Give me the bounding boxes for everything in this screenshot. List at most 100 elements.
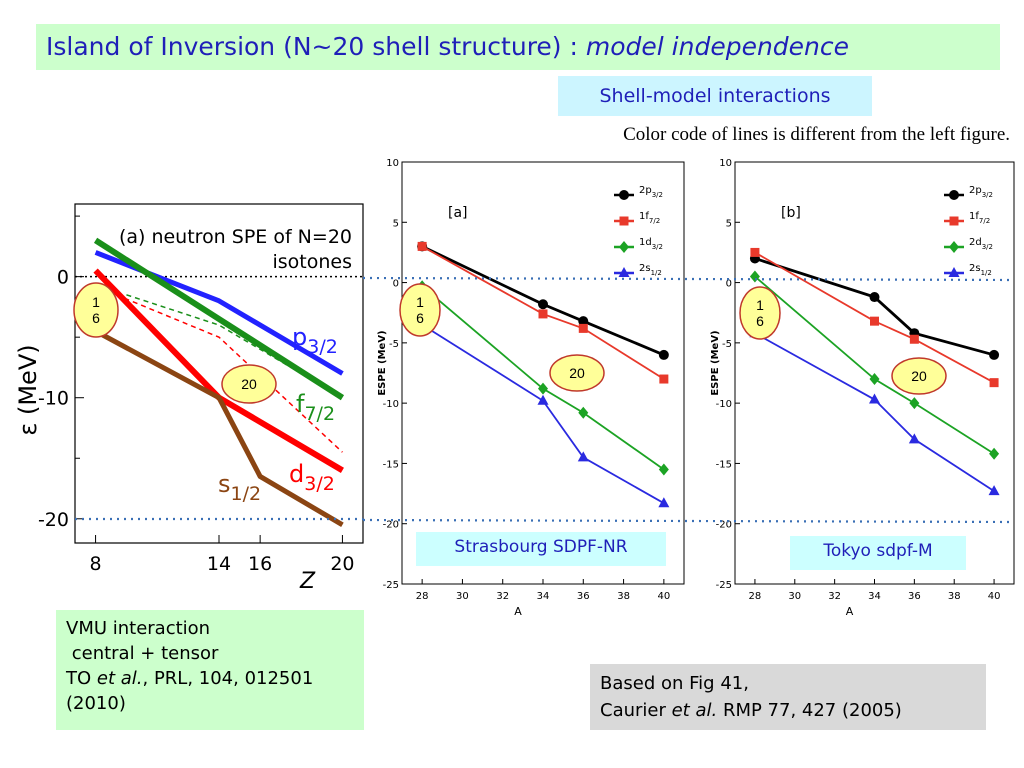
based-line-2: Caurier et al. RMP 77, 427 (2005): [600, 697, 976, 724]
chart-b2-ytick-label: -15: [716, 459, 732, 470]
chart-b2-xlabel: A: [846, 605, 854, 618]
chart-b1-marker: [538, 299, 548, 310]
chart-a: 8 14 16 20 0 -10 -20 Zε (MeV) (a) neutron SPE of…: [14, 203, 364, 594]
chart-b2-marker: [870, 316, 879, 326]
chart-b1-xlabel: A: [514, 605, 522, 618]
chart-b1-marker: [658, 497, 670, 508]
chart-b2-series-2d3-2: [754, 275, 995, 455]
chart-b2-xtick-label: 34: [868, 591, 881, 602]
oval-20-b-shape: [891, 357, 947, 395]
chart-a-ytick-label: -10: [38, 388, 69, 410]
chart-b1-marker: [578, 316, 589, 327]
chart-b2-ytick-label: -25: [716, 580, 732, 591]
oval-16-b: 16: [739, 286, 781, 340]
oval-16-b-text: 6: [756, 313, 764, 329]
chart-b2-xtick-label: 38: [948, 591, 961, 602]
chart-b2-ytick-label: 0: [726, 279, 732, 290]
oval-20-a-text: 20: [569, 365, 585, 381]
chart-b1-xtick-label: 38: [617, 591, 630, 602]
based-et-al: et al.: [671, 700, 718, 721]
chart-b2-marker: [750, 247, 760, 257]
oval-16-a-text: 6: [416, 310, 424, 326]
chart-a-title-2: isotones: [272, 251, 352, 273]
chart-b2-panel-label: [b]: [781, 205, 801, 221]
oval-20-a-shape: [549, 354, 605, 392]
oval-20-b-text: 20: [911, 368, 927, 384]
based-line-1: Based on Fig 41,: [600, 673, 749, 694]
chart-b1-xtick-label: 36: [577, 591, 590, 602]
chart-a-series-label-sub: 3/2: [304, 473, 335, 495]
chart-b1-legend-label-sub: 7/2: [649, 217, 660, 225]
chart-b1-series-2p3-2: [421, 245, 665, 357]
vmu-et-al: et al.: [96, 668, 143, 689]
chart-b1-marker: [578, 406, 589, 419]
chart-b1-ytick-label: 10: [386, 158, 399, 169]
chart-b2-marker: [989, 447, 1000, 460]
chart-b2-marker: [909, 397, 920, 410]
oval-16-left: 16: [73, 282, 119, 338]
chart-a-series-s1-2: [94, 328, 344, 527]
chart-b1-xtick-label: 34: [537, 591, 550, 602]
chart-a-series-label-sub: 3/2: [307, 336, 338, 358]
chart-b1-ytick-label: 5: [393, 218, 399, 229]
chart-b2-xtick-label: 30: [788, 591, 801, 602]
chart-b1-ylabel: ESPE (MeV): [377, 330, 388, 395]
chart-b2-ytick-label: 10: [719, 158, 732, 169]
chart-b1-legend-label-sub: 1/2: [651, 269, 662, 277]
chart-a-xtick-label: 14: [207, 553, 231, 575]
shell-model-interactions-label: Shell-model interactions: [558, 76, 872, 116]
tokyo-sdpf-m-label: Tokyo sdpf-M: [790, 536, 966, 570]
chart-b2-marker: [909, 334, 919, 344]
based-citation: RMP 77, 427 (2005): [717, 700, 902, 721]
chart-b2-marker: [949, 216, 959, 226]
chart-b1-marker: [619, 216, 629, 226]
chart-b1-marker: [658, 463, 669, 476]
chart-a-series-label-sub: 7/2: [304, 403, 335, 425]
chart-b1-marker: [577, 451, 589, 462]
oval-20-a: 20: [549, 354, 605, 392]
chart-b2-marker: [948, 267, 960, 277]
chart-b1-frame: [401, 161, 685, 585]
chart-b2-legend-label-sub: 1/2: [981, 269, 992, 277]
chart-b1-series-1f7-2: [421, 245, 665, 380]
chart-b1-marker: [537, 394, 549, 405]
based-author: Caurier: [600, 700, 672, 721]
chart-b2-marker: [989, 378, 999, 388]
chart-a-xlabel: Z: [299, 569, 316, 594]
chart-b2-ytick-label: -5: [722, 339, 732, 350]
chart-b1-marker: [578, 323, 588, 333]
chart-b2-series-2s1-2: [754, 332, 995, 492]
chart-b2-xtick-label: 32: [828, 591, 841, 602]
chart-b1-marker: [618, 267, 630, 277]
chart-b2-marker: [988, 485, 1000, 496]
chart-b1-marker: [417, 241, 427, 251]
chart-a-title: (a) neutron SPE of N=20: [119, 226, 352, 248]
chart-b1-series-1d3-2: [421, 285, 665, 471]
chart-a-xtick-label: 16: [248, 553, 272, 575]
oval-16-b-text: 1: [756, 297, 764, 313]
chart-b2-ytick-label: 5: [726, 218, 732, 229]
chart-b1-series-2s1-2: [421, 324, 665, 504]
chart-b2-legend-label-sub: 7/2: [979, 217, 990, 225]
chart-b2-legend-label-sub: 3/2: [982, 191, 993, 199]
vmu-line-3: TO et al., PRL, 104, 012501: [66, 666, 354, 691]
chart-b1-marker: [619, 241, 629, 253]
chart-a-dashed-d: [115, 294, 343, 453]
chart-a-ylabel: ε (MeV): [14, 344, 42, 435]
oval-20-b: 20: [891, 357, 947, 395]
chart-b1-marker: [538, 309, 548, 319]
oval-16-a: 16: [399, 283, 441, 337]
chart-b1: 28 30 32 34 36 38 40 10 5 0 -5 -10 -15 -20 -25 A ESPE (M…: [377, 158, 685, 618]
oval-16-left-shape: [73, 282, 119, 338]
vmu-line-1: VMU interaction: [66, 618, 211, 639]
chart-b1-marker: [619, 190, 629, 200]
chart-a-xtick-label: 20: [330, 553, 354, 575]
chart-b2-marker: [869, 393, 880, 404]
chart-a-ytick-label: 0: [57, 267, 69, 289]
chart-b1-marker: [659, 374, 669, 384]
oval-20-left: 20: [221, 364, 277, 404]
chart-b1-xtick-label: 40: [657, 591, 670, 602]
chart-b1-ytick-label: -25: [383, 580, 399, 591]
chart-b1-ytick-label: 0: [393, 279, 399, 290]
